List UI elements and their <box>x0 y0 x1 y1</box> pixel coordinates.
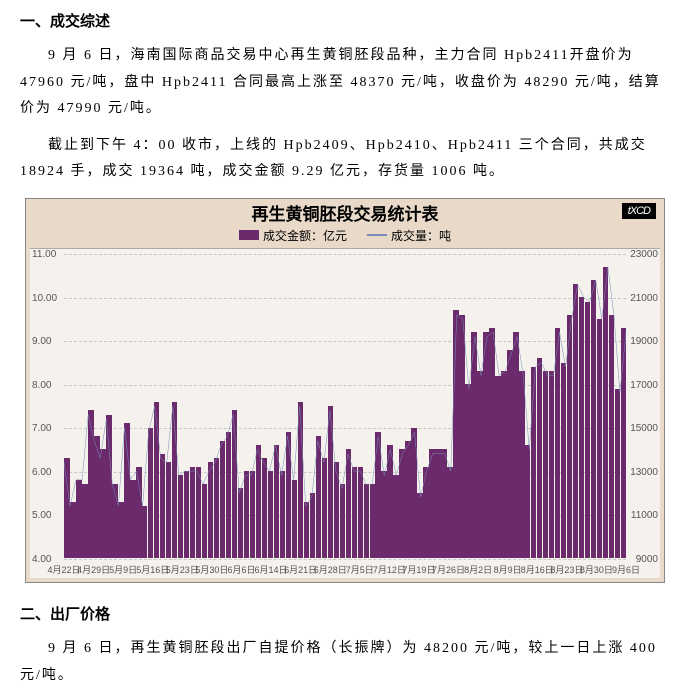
y-left-label: 9.00 <box>32 336 51 347</box>
logo-badge: tXCD <box>622 203 656 219</box>
x-label: 8月2日 <box>464 563 492 576</box>
x-label: 7月12日 <box>373 563 406 576</box>
x-label: 6月6日 <box>227 563 255 576</box>
section1-title: 一、成交综述 <box>20 10 670 31</box>
y-right-label: 13000 <box>630 467 658 478</box>
x-label: 6月21日 <box>284 563 317 576</box>
y-right-label: 19000 <box>630 336 658 347</box>
y-right-label: 17000 <box>630 380 658 391</box>
x-label: 5月16日 <box>136 563 169 576</box>
y-left-label: 11.00 <box>32 249 56 260</box>
chart-legend: 成交金额：亿元 成交量：吨 <box>26 227 664 248</box>
chart-container: 再生黄铜胚段交易统计表 tXCD 成交金额：亿元 成交量：吨 4.005.006… <box>25 198 665 583</box>
y-left-label: 7.00 <box>32 423 51 434</box>
legend-bar-label: 成交金额：亿元 <box>263 227 347 244</box>
y-right-label: 11000 <box>631 510 658 521</box>
chart-plot: 4.005.006.007.008.009.0010.0011.00900011… <box>30 248 660 578</box>
legend-bar-swatch <box>239 230 259 240</box>
x-label: 5月30日 <box>195 563 228 576</box>
x-label: 8月30日 <box>580 563 613 576</box>
x-label: 7月26日 <box>432 563 465 576</box>
x-label: 7月19日 <box>402 563 435 576</box>
y-left-label: 6.00 <box>32 467 51 478</box>
legend-line-label: 成交量：吨 <box>391 227 451 244</box>
y-right-label: 15000 <box>630 423 658 434</box>
section2-title: 二、出厂价格 <box>20 603 670 624</box>
x-label: 6月14日 <box>255 563 288 576</box>
line-series <box>64 254 626 558</box>
y-left-label: 8.00 <box>32 380 51 391</box>
chart-title: 再生黄铜胚段交易统计表 <box>252 200 439 225</box>
x-label: 4月29日 <box>77 563 110 576</box>
y-left-label: 10.00 <box>32 293 57 304</box>
x-label: 6月28日 <box>314 563 347 576</box>
gridline <box>64 559 626 560</box>
x-label: 7月5日 <box>346 563 374 576</box>
x-label: 5月9日 <box>109 563 137 576</box>
section1-para1: 9 月 6 日，海南国际商品交易中心再生黄铜胚段品种，主力合同 Hpb2411开… <box>20 43 670 123</box>
x-label: 9月6日 <box>612 563 640 576</box>
section2-para1: 9 月 6 日，再生黄铜胚段出厂自提价格（长振牌）为 48200 元/吨，较上一… <box>20 636 670 689</box>
y-left-label: 5.00 <box>32 510 51 521</box>
x-label: 8月9日 <box>494 563 522 576</box>
x-label: 8月16日 <box>521 563 554 576</box>
x-label: 4月22日 <box>47 563 80 576</box>
y-right-label: 21000 <box>630 293 658 304</box>
y-right-label: 23000 <box>630 249 658 260</box>
x-label: 5月23日 <box>166 563 199 576</box>
section1-para2: 截止到下午 4：00 收市，上线的 Hpb2409、Hpb2410、Hpb241… <box>20 133 670 186</box>
x-label: 8月23日 <box>550 563 583 576</box>
legend-line-swatch <box>367 234 387 236</box>
